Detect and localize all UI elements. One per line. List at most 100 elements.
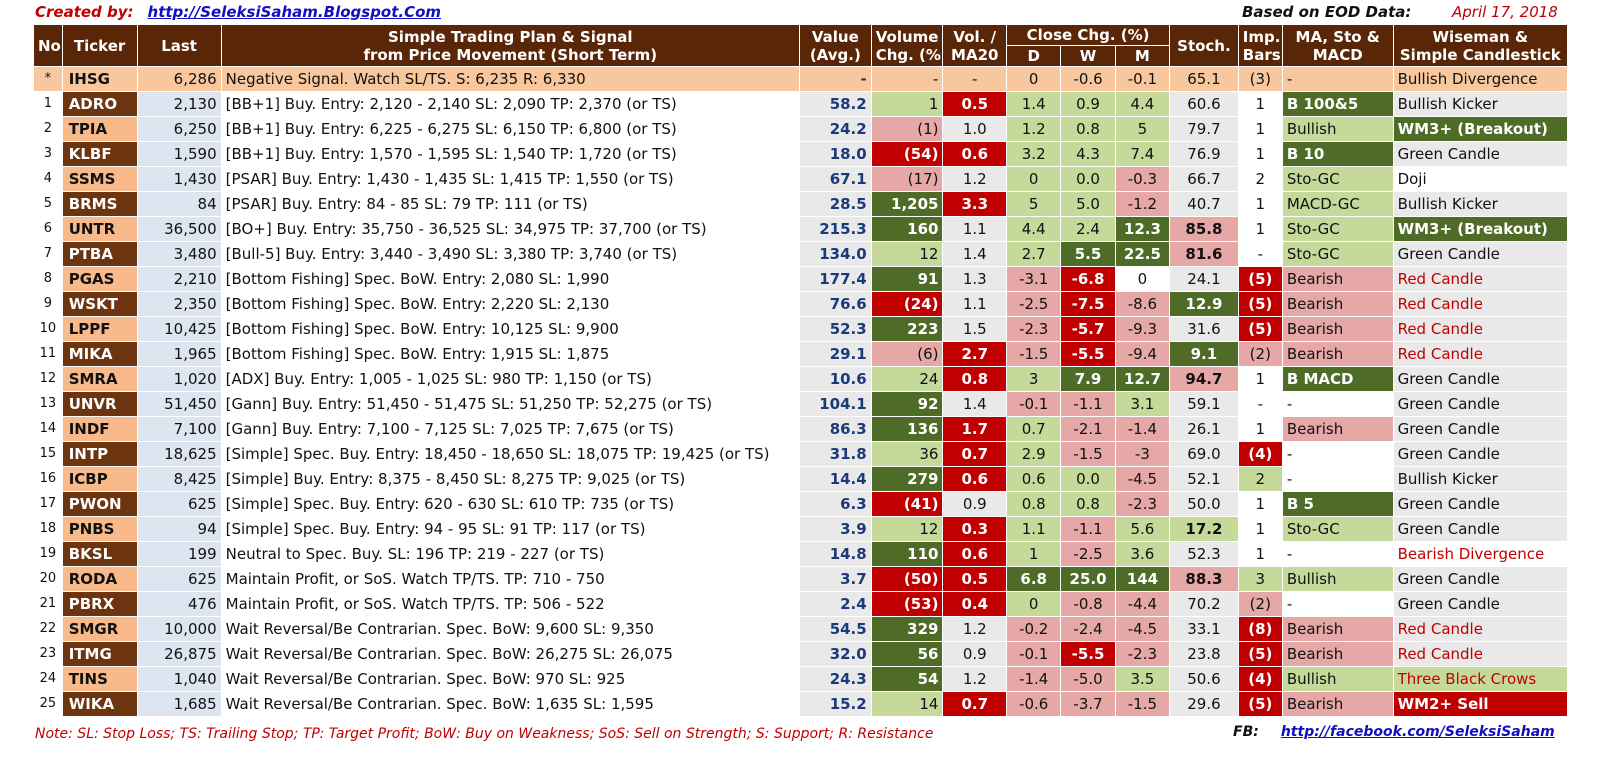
cell-value: 2.4: [798, 591, 872, 617]
cell-ticker: WIKA: [61, 691, 138, 717]
cell-plan: [Bottom Fishing] Spec. BoW. Entry: 2,220…: [220, 291, 800, 317]
cell-stoch: 52.3: [1169, 541, 1239, 567]
cell-vol-ma20: 1.2: [942, 666, 1008, 692]
cell-close-w: -1.1: [1060, 391, 1116, 417]
cell-ticker: ITMG: [61, 641, 138, 667]
cell-close-d: 2.9: [1006, 441, 1062, 467]
cell-last: 1,685: [136, 691, 222, 717]
cell-close-d: 0: [1006, 166, 1062, 192]
cell-ticker: WSKT: [61, 291, 138, 317]
cell-close-d: -0.1: [1006, 641, 1062, 667]
cell-imp-bars: (8): [1237, 616, 1283, 642]
cell-vol-ma20: 1.2: [942, 616, 1008, 642]
cell-no: 15: [33, 441, 63, 467]
cell-ticker: PWON: [61, 491, 138, 517]
cell-value: 18.0: [798, 141, 872, 167]
cell-ma-sto-macd: -: [1281, 591, 1394, 617]
cell-last: 10,000: [136, 616, 222, 642]
cell-no: 24: [33, 666, 63, 692]
cell-value: 58.2: [798, 91, 872, 117]
cell-close-d: 0: [1006, 591, 1062, 617]
cell-wiseman: Green Candle: [1392, 591, 1569, 617]
cell-ticker: BKSL: [61, 541, 138, 567]
cell-value: 76.6: [798, 291, 872, 317]
cell-no: 25: [33, 691, 63, 717]
cell-value: 134.0: [798, 241, 872, 267]
cell-close-d: -2.3: [1006, 316, 1062, 342]
cell-ticker: RODA: [61, 566, 138, 592]
cell-close-m: 7.4: [1114, 141, 1171, 167]
cell-close-d: 4.4: [1006, 216, 1062, 242]
cell-last: 2,210: [136, 266, 222, 292]
cell-wiseman: Green Candle: [1392, 516, 1569, 542]
blog-link[interactable]: http://SeleksiSaham.Blogspot.Com: [147, 3, 442, 21]
facebook-ref: FB: http://facebook.com/SeleksiSaham: [1233, 724, 1555, 740]
cell-stoch: 50.0: [1169, 491, 1239, 517]
cell-last: 1,040: [136, 666, 222, 692]
cell-wiseman: Red Candle: [1392, 291, 1569, 317]
cell-volume-chg: 12: [870, 516, 944, 542]
cell-last: 1,430: [136, 166, 222, 192]
cell-plan: [ADX] Buy. Entry: 1,005 - 1,025 SL: 980 …: [220, 366, 800, 392]
cell-volume-chg: 12: [870, 241, 944, 267]
cell-vol-ma20: 1.7: [942, 416, 1008, 442]
table-row: 5 BRMS 84 [PSAR] Buy. Entry: 84 - 85 SL: 79…: [33, 191, 1569, 217]
facebook-link[interactable]: http://facebook.com/SeleksiSaham: [1280, 724, 1555, 740]
cell-imp-bars: (5): [1237, 641, 1283, 667]
cell-vol-ma20: 0.5: [942, 566, 1008, 592]
col-plan: Simple Trading Plan & Signal from Price M…: [220, 24, 800, 67]
cell-wiseman: Bullish Kicker: [1392, 191, 1569, 217]
cell-close-w: -2.4: [1060, 616, 1116, 642]
cell-stoch: 70.2: [1169, 591, 1239, 617]
cell-ticker: UNTR: [61, 216, 138, 242]
cell-close-m: 4.4: [1114, 91, 1171, 117]
cell-imp-bars: (5): [1237, 266, 1283, 292]
cell-wiseman: Red Candle: [1392, 641, 1569, 667]
cell-vol-ma20: 0.7: [942, 441, 1008, 467]
cell-plan: [Simple] Spec. Buy. Entry: 620 - 630 SL:…: [220, 491, 800, 517]
cell-no: 7: [33, 241, 63, 267]
cell-plan: [Bull-5] Buy. Entry: 3,440 - 3,490 SL: 3…: [220, 241, 800, 267]
cell-stoch: 26.1: [1169, 416, 1239, 442]
cell-close-w: 0.0: [1060, 166, 1116, 192]
cell-no: 14: [33, 416, 63, 442]
cell-value: 14.8: [798, 541, 872, 567]
cell-no: 4: [33, 166, 63, 192]
cell-last: 625: [136, 566, 222, 592]
cell-imp-bars: (5): [1237, 291, 1283, 317]
cell-vol-ma20: 3.3: [942, 191, 1008, 217]
cell-value: 10.6: [798, 366, 872, 392]
cell-no: 11: [33, 341, 63, 367]
cell-no: 9: [33, 291, 63, 317]
cell-close-w: 2.4: [1060, 216, 1116, 242]
cell-close-d: -2.5: [1006, 291, 1062, 317]
cell-ma-sto-macd: Bearish: [1281, 291, 1394, 317]
cell-ma-sto-macd: Sto-GC: [1281, 241, 1394, 267]
cell-close-m: 12.7: [1114, 366, 1171, 392]
legend-note: Note: SL: Stop Loss; TS: Trailing Stop; …: [35, 726, 934, 742]
cell-imp-bars: 1: [1237, 141, 1283, 167]
cell-volume-chg: 14: [870, 691, 944, 717]
cell-close-w: -5.7: [1060, 316, 1116, 342]
cell-value: 3.9: [798, 516, 872, 542]
cell-volume-chg: 92: [870, 391, 944, 417]
col-imp-bars: Imp. Bars: [1237, 24, 1283, 67]
cell-close-d: 0.6: [1006, 466, 1062, 492]
cell-ma-sto-macd: -: [1281, 391, 1394, 417]
cell-imp-bars: (5): [1237, 691, 1283, 717]
cell-volume-chg: 1,205: [870, 191, 944, 217]
cell-stoch: 50.6: [1169, 666, 1239, 692]
cell-value: 3.7: [798, 566, 872, 592]
table-row: 6 UNTR 36,500 [BO+] Buy. Entry: 35,750 - 36…: [33, 216, 1569, 242]
cell-close-w: 0.8: [1060, 491, 1116, 517]
cell-close-w: -6.8: [1060, 266, 1116, 292]
cell-close-d: 0.7: [1006, 416, 1062, 442]
cell-last: 7,100: [136, 416, 222, 442]
cell-wiseman: Green Candle: [1392, 441, 1569, 467]
cell-plan: Wait Reversal/Be Contrarian. Spec. BoW: …: [220, 616, 800, 642]
cell-stoch: 65.1: [1169, 66, 1239, 92]
cell-volume-chg: 329: [870, 616, 944, 642]
cell-no: 2: [33, 116, 63, 142]
cell-wiseman: Three Black Crows: [1392, 666, 1569, 692]
cell-imp-bars: 3: [1237, 566, 1283, 592]
